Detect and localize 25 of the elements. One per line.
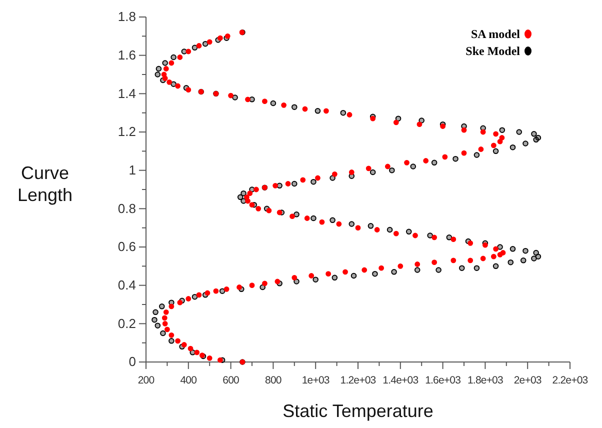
x-tick-label: 1.4e+03 (382, 374, 419, 387)
y-tick-label: 1.6 (118, 47, 136, 62)
y-tick-label: 0 (128, 354, 136, 370)
x-tick-label: 600 (222, 374, 240, 387)
y-tick-label: 1 (128, 162, 136, 178)
y-tick-label: 0.8 (118, 200, 136, 216)
x-tick-label: 1e+03 (302, 374, 330, 387)
x-tick-label: 2e+03 (514, 374, 542, 387)
y-tick-label: 0.6 (118, 239, 136, 254)
y-tick-label: 1.4 (118, 86, 136, 101)
y-tick-label: 1.2 (118, 124, 136, 140)
x-tick-label: 200 (138, 374, 155, 387)
x-tick-label: 1.8e+03 (467, 374, 504, 387)
y-tick-label: 0.4 (118, 277, 136, 292)
x-tick-label: 2.2e+03 (552, 374, 588, 387)
x-tick-label: 1.2e+03 (340, 374, 376, 387)
x-axis-title: Static Temperature (282, 401, 434, 421)
y-tick-label: 0.2 (118, 316, 136, 331)
x-tick-label: 1.6e+03 (425, 374, 462, 387)
legend-label: Ske Model (466, 44, 521, 58)
y-axis-title: Curve Length (17, 163, 73, 205)
y-tick-label: 1.8 (118, 9, 136, 24)
x-tick-label: 800 (265, 374, 282, 387)
x-tick-label: 400 (180, 374, 198, 387)
legend-label: SA model (470, 27, 521, 41)
